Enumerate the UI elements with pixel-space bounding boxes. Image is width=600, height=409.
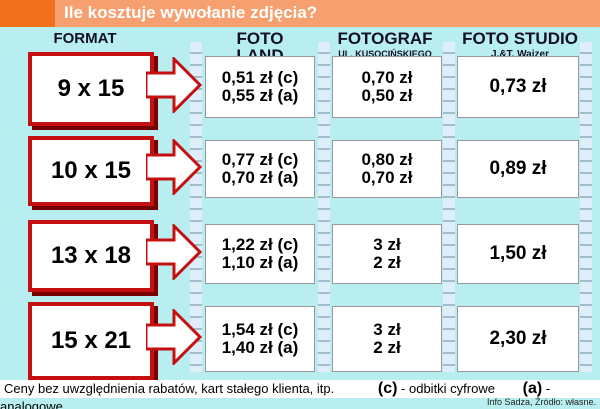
film-strip — [580, 42, 592, 372]
price-analog: 1,10 zł (a) — [221, 253, 299, 272]
title-bar — [0, 0, 600, 27]
price-cell-fotograf: 3 zł 2 zł — [332, 224, 442, 284]
price-digital: 0,77 zł (c) — [221, 150, 299, 170]
price-analog: 0,50 zł — [361, 86, 413, 105]
price-analog: 0,55 zł (a) — [221, 86, 299, 105]
price-digital: 3 zł — [373, 320, 401, 340]
price: 0,73 zł — [489, 76, 547, 98]
format-box: 10 x 15 — [28, 136, 154, 206]
arrow-icon — [146, 139, 202, 195]
arrow-icon — [146, 224, 202, 280]
header-foto-studio: FOTO STUDIO J.&T. Wajzer — [450, 30, 590, 60]
price-cell-foto-studio: 0,89 zł — [457, 140, 579, 198]
price-analog: 1,40 zł (a) — [221, 338, 299, 357]
format-box: 15 x 21 — [28, 302, 154, 380]
price-cell-foto-studio: 1,50 zł — [457, 224, 579, 284]
price-cell-foto-land: 0,77 zł (c) 0,70 zł (a) — [205, 140, 315, 198]
price-cell-foto-land: 0,51 zł (c) 0,55 zł (a) — [205, 56, 315, 118]
header-subtext: J.&T. Wajzer — [491, 49, 549, 60]
price-cell-fotograf: 0,80 zł 0,70 zł — [332, 140, 442, 198]
format-box: 13 x 18 — [28, 220, 154, 292]
price-cell-fotograf: 3 zł 2 zł — [332, 306, 442, 372]
header-subtext: UL. KUSOCIŃSKIEGO — [338, 49, 432, 59]
price-analog: 0,70 zł — [361, 168, 413, 187]
header-format: FORMAT — [53, 30, 117, 47]
film-strip — [443, 42, 455, 372]
price: 0,89 zł — [489, 158, 547, 180]
header-fotograf: FOTOGRAF UL. KUSOCIŃSKIEGO — [320, 30, 450, 59]
header-text: FOTO STUDIO — [462, 29, 578, 48]
price-cell-fotograf: 0,70 zł 0,50 zł — [332, 56, 442, 118]
arrow-icon — [146, 309, 202, 365]
film-strip — [190, 42, 202, 372]
price-digital: 0,70 zł — [361, 68, 413, 88]
format-box: 9 x 15 — [28, 52, 154, 126]
price-digital: 1,22 zł (c) — [221, 235, 299, 255]
legend-a-text: - analogowe — [0, 381, 551, 409]
footer-note: Ceny bez uwzględnienia rabatów, kart sta… — [4, 381, 335, 396]
film-strip — [318, 42, 330, 372]
price-digital: 0,80 zł — [361, 150, 413, 170]
price-digital: 0,51 zł (c) — [221, 68, 299, 88]
arrow-icon — [146, 57, 202, 113]
legend-c-text: - odbitki cyfrowe — [397, 381, 495, 396]
title-accent — [0, 0, 55, 27]
footer-legend: Ceny bez uwzględnienia rabatów, kart sta… — [0, 380, 600, 409]
price: 1,50 zł — [489, 243, 547, 265]
legend-a: (a) — [522, 380, 543, 397]
title: Ile kosztuje wywołanie zdjęcia? — [64, 3, 318, 22]
price-cell-foto-studio: 2,30 zł — [457, 306, 579, 372]
price: 2,30 zł — [489, 328, 547, 350]
price-cell-foto-land: 1,22 zł (c) 1,10 zł (a) — [205, 224, 315, 284]
price-analog: 2 zł — [373, 338, 401, 357]
credit: Info Sadza, Źródło: własne. — [486, 397, 596, 407]
price-analog: 2 zł — [373, 253, 401, 272]
price-digital: 3 zł — [373, 235, 401, 255]
price-cell-foto-studio: 0,73 zł — [457, 56, 579, 118]
price-analog: 0,70 zł (a) — [221, 168, 299, 187]
price-cell-foto-land: 1,54 zł (c) 1,40 zł (a) — [205, 306, 315, 372]
legend-c: (c) — [377, 380, 398, 397]
header-text: FOTOGRAF — [337, 29, 433, 48]
header-text: FOTO — [236, 29, 284, 48]
price-digital: 1,54 zł (c) — [221, 320, 299, 340]
